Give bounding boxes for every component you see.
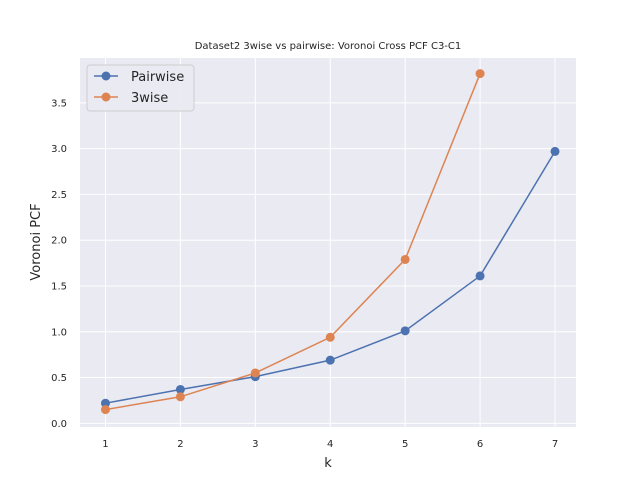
y-axis-label: Voronoi PCF xyxy=(29,203,44,280)
data-point-pairwise xyxy=(100,398,110,408)
data-point-3wise xyxy=(250,368,260,378)
series-line-3wise xyxy=(105,73,481,411)
y-tick-label: 0.5 xyxy=(51,373,67,384)
y-tick-label: 3.5 xyxy=(51,98,67,109)
y-tick-label: 2.0 xyxy=(51,236,67,247)
x-tick-label: 5 xyxy=(402,439,408,450)
grid xyxy=(80,58,576,427)
chart-title: Dataset2 3wise vs pairwise: Voronoi Cros… xyxy=(195,41,462,52)
y-tick-label: 3.0 xyxy=(51,144,67,155)
data-point-3wise xyxy=(100,405,110,415)
x-tick-label: 7 xyxy=(552,439,558,450)
y-tick-label: 0.0 xyxy=(51,419,67,430)
data-point-3wise xyxy=(325,332,335,342)
series-3wise xyxy=(100,69,485,415)
x-tick-label: 4 xyxy=(327,439,333,450)
y-tick-label: 1.5 xyxy=(51,281,67,292)
x-tick-label: 2 xyxy=(177,439,183,450)
y-tick-label: 2.5 xyxy=(51,190,67,201)
x-axis-label: k xyxy=(324,456,332,471)
tick-labels: 1 2 3 4 5 6 7 0.0 0.5 1.0 1.5 2.0 2.5 3.0 3.5 xyxy=(51,98,558,450)
data-point-pairwise xyxy=(400,326,410,336)
series-layer xyxy=(100,69,560,415)
data-point-3wise xyxy=(400,254,410,264)
x-tick-label: 1 xyxy=(102,439,108,450)
data-point-3wise xyxy=(175,392,185,402)
data-point-pairwise xyxy=(475,271,485,281)
plot-background xyxy=(80,58,576,427)
series-pairwise xyxy=(100,146,560,408)
legend-label-3wise: 3wise xyxy=(131,91,168,106)
x-tick-label: 3 xyxy=(252,439,258,450)
data-point-pairwise xyxy=(175,384,185,394)
legend-marker-pairwise xyxy=(101,71,111,81)
legend-label-pairwise: Pairwise xyxy=(131,70,184,85)
data-point-pairwise xyxy=(550,146,560,156)
x-tick-label: 6 xyxy=(477,439,483,450)
legend: Pairwise 3wise xyxy=(86,64,195,112)
data-point-pairwise xyxy=(325,355,335,365)
y-tick-label: 1.0 xyxy=(51,327,67,338)
data-point-3wise xyxy=(475,69,485,79)
legend-marker-3wise xyxy=(101,92,111,102)
